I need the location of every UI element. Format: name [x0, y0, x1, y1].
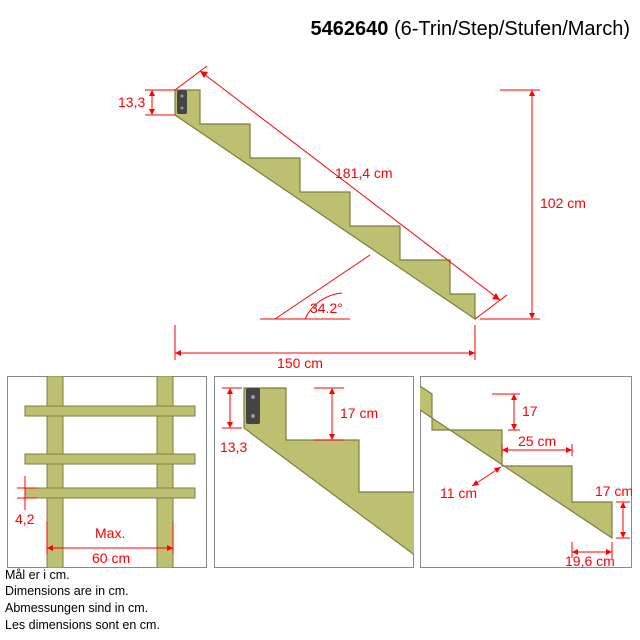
dim-total-rise: 102 cm	[540, 195, 586, 211]
dim-total-run: 150 cm	[277, 355, 323, 371]
dim-c-rise1: 17	[522, 403, 538, 419]
footnote-line: Dimensions are in cm.	[5, 583, 160, 600]
bracket-icon	[177, 90, 187, 114]
panel-c-svg: 17 25 cm 17 cm 11 cm 19,6 cm	[420, 376, 632, 568]
dim-diagonal: 181,4 cm	[335, 165, 393, 181]
main-diagram: 13,3 102 cm 150 cm 181,4 cm 34.2°	[0, 30, 640, 410]
dim-rail-thk: 4,2	[15, 511, 35, 527]
stair-top-detail	[244, 388, 414, 568]
footnote-line: Abmessungen sind in cm.	[5, 600, 160, 617]
dim-c-bottom: 19,6 cm	[565, 553, 615, 568]
footnote-line: Les dimensions sont en cm.	[5, 617, 160, 634]
stair-stringer	[175, 90, 475, 319]
dim-angle: 34.2°	[310, 300, 343, 316]
dim-b-rise: 17 cm	[340, 405, 378, 421]
dim-b-top: 13,3	[220, 439, 247, 455]
stair-bottom-detail	[420, 376, 612, 538]
footnotes: Mål er i cm. Dimensions are in cm. Abmes…	[5, 567, 160, 635]
footnote-line: Mål er i cm.	[5, 567, 160, 584]
dim-c-run: 25 cm	[518, 433, 556, 449]
dim-max-width: 60 cm	[92, 550, 130, 566]
dim-c-rise2: 17 cm	[595, 483, 632, 499]
panel-a-svg: 4,2 Max. 60 cm	[7, 376, 207, 568]
panel-b-svg: 17 cm 13,3	[214, 376, 414, 568]
dim-max-label: Max.	[95, 525, 125, 541]
dim-top-height: 13,3	[118, 94, 145, 110]
dim-c-throat: 11 cm	[440, 485, 477, 501]
